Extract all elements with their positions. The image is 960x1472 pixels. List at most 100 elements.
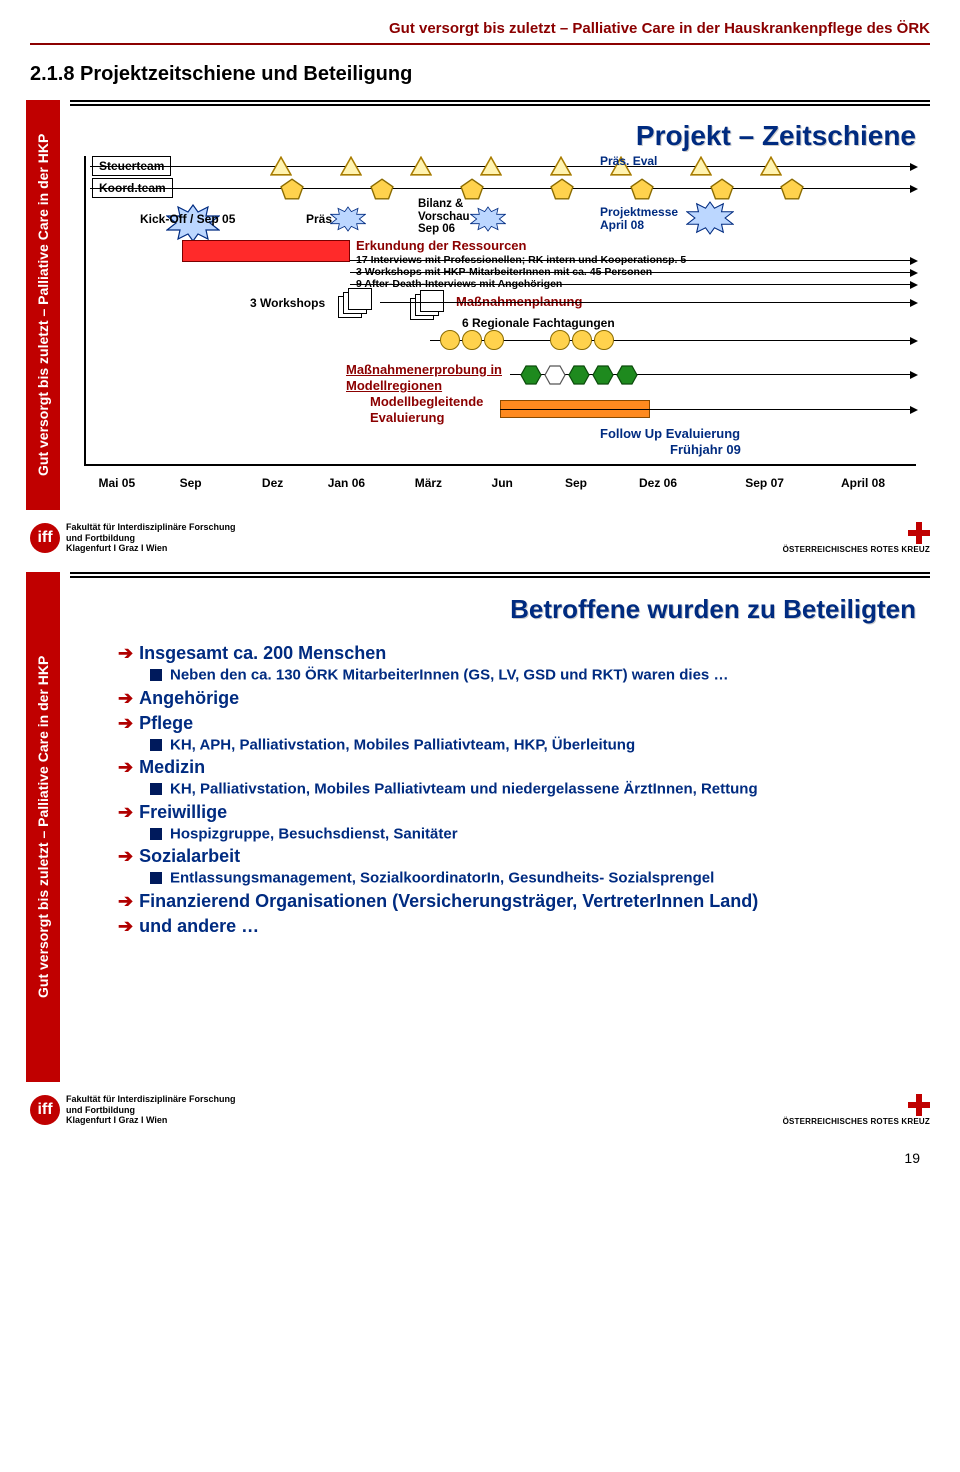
redbar-erkundung xyxy=(182,240,350,262)
top-rule xyxy=(30,43,930,45)
bullet-lvl1: ➔Freiwillige xyxy=(118,802,916,823)
redcross-icon xyxy=(908,522,930,544)
pentagon-icon xyxy=(370,178,394,200)
bullet-lvl2: Neben den ca. 130 ÖRK MitarbeiterInnen (… xyxy=(150,666,916,684)
timeline-tick: Dez xyxy=(262,476,283,490)
footer-line2: und Fortbildung xyxy=(66,533,236,543)
slide-footer-2: iff Fakultät für Interdisziplinäre Forsc… xyxy=(30,1094,930,1126)
label-erprobung2: Modellregionen xyxy=(346,378,442,393)
ork-label: ÖSTERREICHISCHES ROTES KREUZ xyxy=(783,1117,930,1126)
bullet-lvl2: KH, APH, Palliativstation, Mobiles Palli… xyxy=(150,736,916,754)
bullet-lvl2: KH, Palliativstation, Mobiles Palliativt… xyxy=(150,780,916,798)
sidebar-label-1: Gut versorgt bis zuletzt – Palliative Ca… xyxy=(26,100,60,510)
triangle-icon xyxy=(550,156,572,176)
timeline-tick: Sep 07 xyxy=(745,476,784,490)
circle-icon xyxy=(594,330,614,350)
circle-icon xyxy=(440,330,460,350)
pentagon-icon xyxy=(460,178,484,200)
page-header: Gut versorgt bis zuletzt – Palliative Ca… xyxy=(30,20,930,37)
hexagon-icon xyxy=(592,364,614,386)
stacked-squares-icon xyxy=(338,288,378,320)
label-pras: Präs xyxy=(306,212,332,226)
label-erprobung1: Maßnahmenerprobung in xyxy=(346,362,502,377)
timeline-baseline xyxy=(84,464,916,466)
timeline-tick: Sep xyxy=(565,476,587,490)
pentagon-icon xyxy=(550,178,574,200)
timeline-tick: Jan 06 xyxy=(328,476,365,490)
bullet-lvl1: ➔Insgesamt ca. 200 Menschen xyxy=(118,643,916,664)
bullet-lvl2: Entlassungsmanagement, Sozialkoordinator… xyxy=(150,869,916,887)
bullet-lvl1: ➔Medizin xyxy=(118,757,916,778)
triangle-icon xyxy=(340,156,362,176)
arrow-line xyxy=(500,409,912,410)
label-bilanz: Bilanz & Vorschau Sep 06 xyxy=(418,198,470,236)
circle-icon xyxy=(484,330,504,350)
redcross-icon xyxy=(908,1094,930,1116)
triangle-icon xyxy=(410,156,432,176)
bullet-list: ➔Insgesamt ca. 200 Menschen Neben den ca.… xyxy=(110,643,930,951)
timeline-tick: April 08 xyxy=(841,476,885,490)
circle-icon xyxy=(550,330,570,350)
slide-footer-1: iff Fakultät für Interdisziplinäre Forsc… xyxy=(30,522,930,554)
circle-icon xyxy=(572,330,592,350)
footer-line1: Fakultät für Interdisziplinäre Forschung xyxy=(66,522,236,532)
pentagon-icon xyxy=(630,178,654,200)
timeline-tick: Dez 06 xyxy=(639,476,677,490)
ork-label: ÖSTERREICHISCHES ROTES KREUZ xyxy=(783,545,930,554)
label-followup1: Follow Up Evaluierung xyxy=(600,426,740,441)
label-3workshops: 3 Workshops xyxy=(250,296,325,310)
iff-logo: iff xyxy=(30,523,60,553)
label-pras-eval: Präs. Eval xyxy=(600,154,657,168)
iff-logo: iff xyxy=(30,1095,60,1125)
triangle-icon xyxy=(690,156,712,176)
timeline-tick: März xyxy=(415,476,442,490)
hexagon-icon xyxy=(568,364,590,386)
footer-line3: Klagenfurt I Graz I Wien xyxy=(66,1115,236,1125)
arrow-line xyxy=(380,302,912,303)
label-fachtagungen: 6 Regionale Fachtagungen xyxy=(462,316,615,330)
sidebar-label-2: Gut versorgt bis zuletzt – Palliative Ca… xyxy=(26,572,60,1082)
starburst-icon xyxy=(330,204,366,234)
hexagon-icon xyxy=(616,364,638,386)
hexagon-icon xyxy=(520,364,542,386)
section-heading: 2.1.8 Projektzeitschiene und Beteiligung xyxy=(30,63,930,86)
stacked-squares-icon xyxy=(410,290,450,322)
label-modeleval2: Evaluierung xyxy=(370,410,444,425)
triangle-icon xyxy=(480,156,502,176)
circle-icon xyxy=(462,330,482,350)
pentagon-icon xyxy=(710,178,734,200)
arrow-line xyxy=(350,272,912,273)
hexagon-icon xyxy=(544,364,566,386)
starburst-icon xyxy=(686,200,734,236)
starburst-icon xyxy=(470,204,506,234)
timeline-vaxis xyxy=(84,156,86,466)
triangle-icon xyxy=(760,156,782,176)
timeline-canvas: Steuerteam Koord.team Präs. Eval xyxy=(70,112,930,494)
slide2-title: Betroffene wurden zu Beteiligten xyxy=(70,584,930,639)
footer-line3: Klagenfurt I Graz I Wien xyxy=(66,543,236,553)
label-projektmesse: Projektmesse April 08 xyxy=(600,206,678,232)
arrow-line xyxy=(350,260,912,261)
footer-line1: Fakultät für Interdisziplinäre Forschung xyxy=(66,1094,236,1104)
pentagon-icon xyxy=(280,178,304,200)
bullet-lvl1: ➔Pflege xyxy=(118,713,916,734)
bullet-lvl1: ➔Angehörige xyxy=(118,688,916,709)
label-erkundung-title: Erkundung der Ressourcen xyxy=(356,238,526,253)
pentagon-icon xyxy=(780,178,804,200)
label-kickoff: Kick-Off / Sep 05 xyxy=(140,212,235,226)
slide-timeline: Gut versorgt bis zuletzt – Palliative Ca… xyxy=(30,100,930,554)
label-followup2: Frühjahr 09 xyxy=(670,442,741,457)
label-modeleval1: Modellbegleitende xyxy=(370,394,483,409)
bullet-lvl1: ➔Finanzierend Organisationen (Versicheru… xyxy=(118,891,916,912)
triangle-icon xyxy=(270,156,292,176)
timeline-tick: Jun xyxy=(492,476,513,490)
page-number: 19 xyxy=(30,1144,930,1180)
timeline-tick: Mai 05 xyxy=(98,476,135,490)
bullet-lvl2: Hospizgruppe, Besuchsdienst, Sanitäter xyxy=(150,825,916,843)
arrow-line xyxy=(350,284,912,285)
bullet-lvl1: ➔und andere … xyxy=(118,916,916,937)
timeline-tick: Sep xyxy=(180,476,202,490)
bullet-lvl1: ➔Sozialarbeit xyxy=(118,846,916,867)
footer-line2: und Fortbildung xyxy=(66,1105,236,1115)
slide-participants: Gut versorgt bis zuletzt – Palliative Ca… xyxy=(30,572,930,1126)
